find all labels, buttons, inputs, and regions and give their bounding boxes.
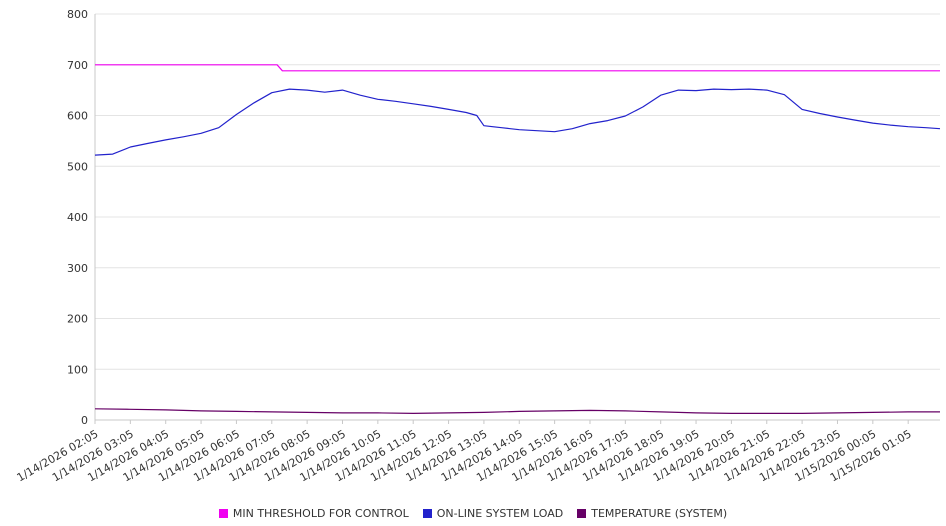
legend-swatch-icon xyxy=(422,509,432,518)
y-axis-tick-label: 100 xyxy=(67,363,88,376)
legend-label: MIN THRESHOLD FOR CONTROL xyxy=(232,507,409,520)
legend-item-temperature-system-[interactable]: TEMPERATURE (SYSTEM) xyxy=(577,507,727,520)
legend-label: ON-LINE SYSTEM LOAD xyxy=(436,507,564,520)
legend-label: TEMPERATURE (SYSTEM) xyxy=(591,507,728,520)
chart-legend: MIN THRESHOLD FOR CONTROL ON-LINE SYSTEM … xyxy=(0,507,946,520)
series-line-min-threshold-for-control xyxy=(95,64,940,72)
y-axis-tick-label: 800 xyxy=(67,8,88,21)
y-axis-tick-label: 300 xyxy=(67,262,88,275)
legend-item-on-line-system-load[interactable]: ON-LINE SYSTEM LOAD xyxy=(422,507,564,520)
y-axis-tick-label: 600 xyxy=(67,110,88,123)
series-line-temperature-system- xyxy=(94,408,940,414)
legend-swatch-icon xyxy=(577,509,587,518)
y-axis-tick-label: 400 xyxy=(67,211,88,224)
y-axis-tick-label: 700 xyxy=(67,59,88,72)
legend-swatch-icon xyxy=(218,509,228,518)
y-axis-tick-label: 0 xyxy=(81,414,88,427)
legend-item-min-threshold-for-control[interactable]: MIN THRESHOLD FOR CONTROL xyxy=(218,507,409,520)
y-axis-tick-label: 200 xyxy=(67,313,88,326)
y-axis-tick-label: 500 xyxy=(67,160,88,173)
series-line-on-line-system-load xyxy=(94,88,941,156)
